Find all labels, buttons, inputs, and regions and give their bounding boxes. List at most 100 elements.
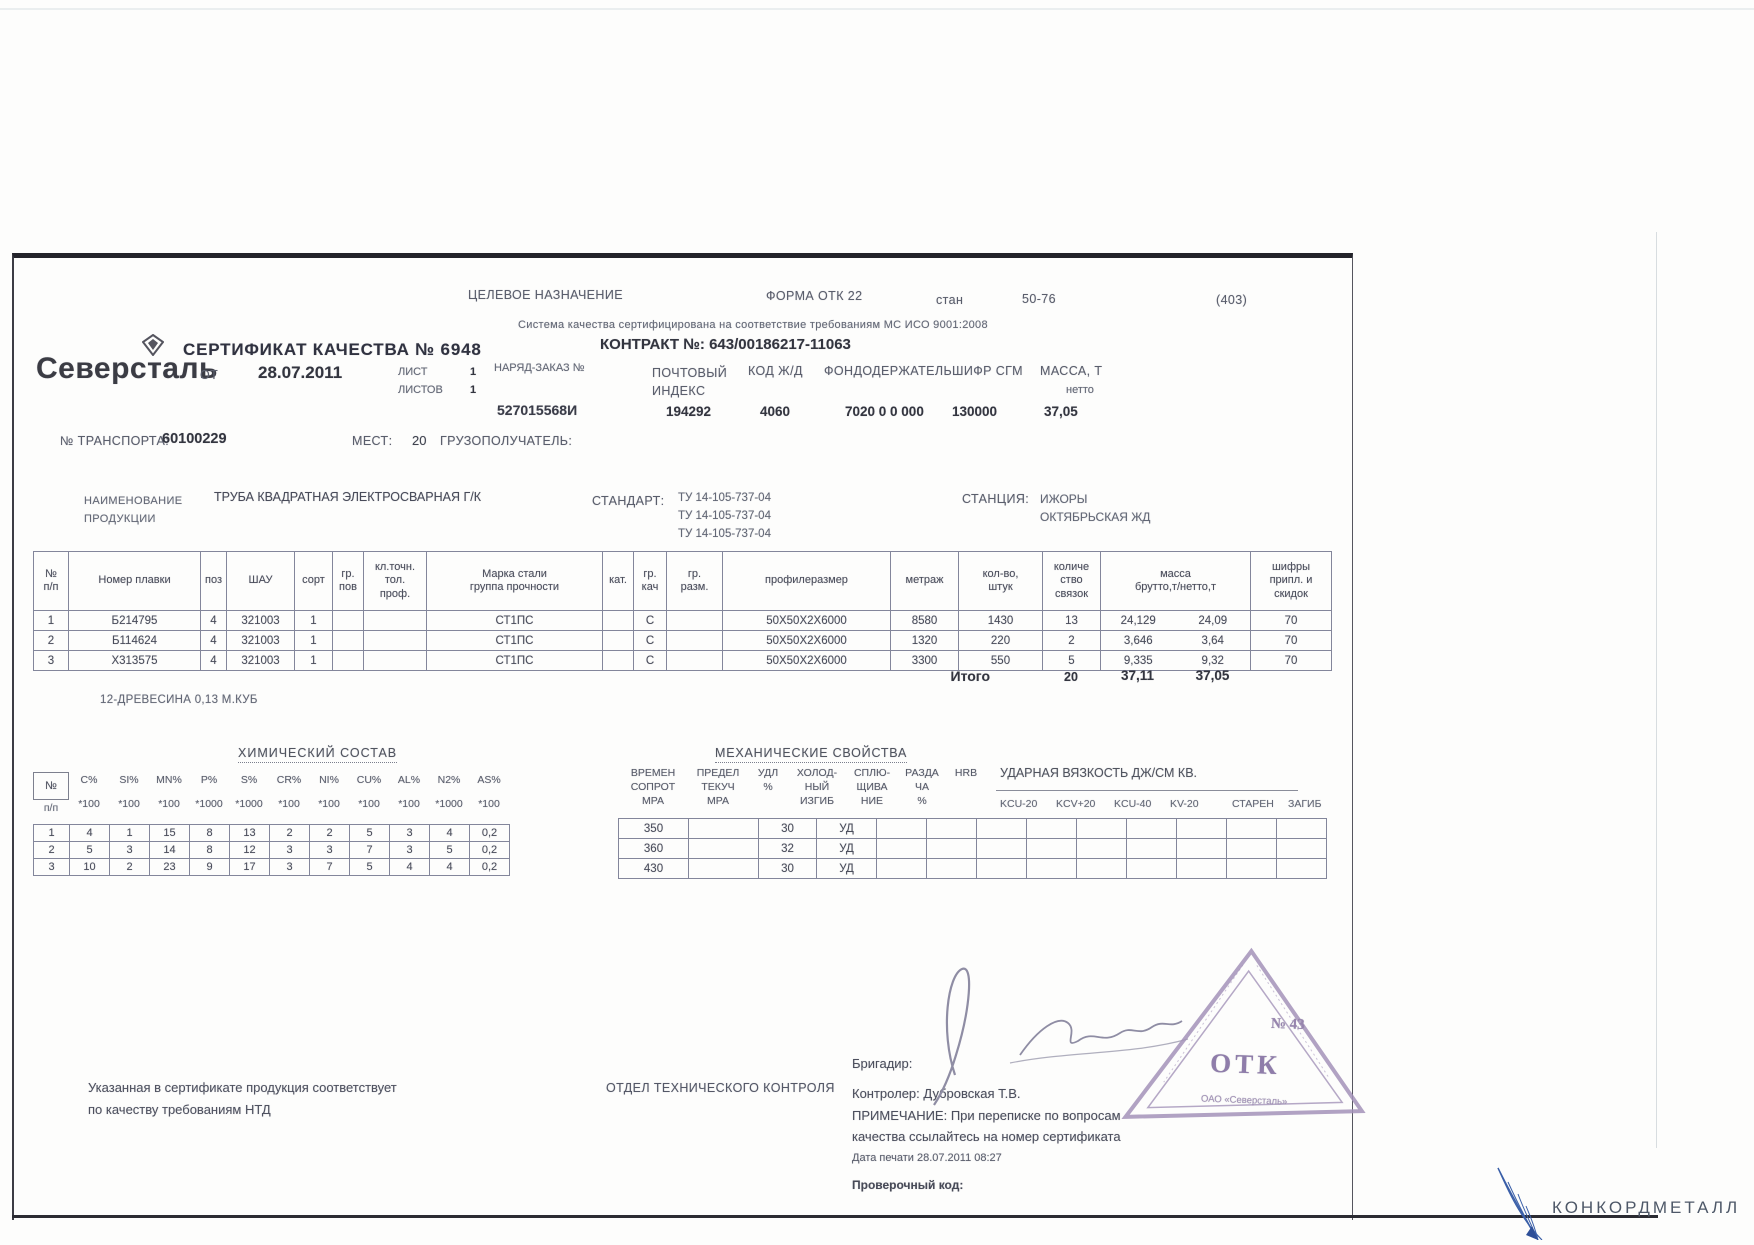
cell xyxy=(332,650,364,671)
chem-mult: *100 xyxy=(318,798,340,810)
cell: 7 xyxy=(349,841,390,859)
col-header: поз xyxy=(200,551,227,611)
severstal-diamond-icon xyxy=(141,333,165,361)
cell: 23 xyxy=(149,858,190,876)
chem-mult: *100 xyxy=(118,798,140,810)
chem-row: 3 10 2 23 9 17 3 7 5 4 4 0,2 xyxy=(33,858,510,876)
mech-row: 430 30 УД xyxy=(618,858,1327,879)
date-from-label: ОТ xyxy=(200,368,219,382)
transport-number-value: 60100229 xyxy=(162,431,227,447)
heat-row: 2 Б114624 4 321003 1 СТ1ПС С 50Х50Х2Х600… xyxy=(33,630,1332,651)
mech-table: 350 30 УД 360 32 УД 430 30 УД xyxy=(618,818,1327,879)
cell xyxy=(876,818,927,839)
impact-col-kcv20: KCV+20 xyxy=(1056,798,1096,810)
cell: 321003 xyxy=(226,610,295,631)
col-header: метраж xyxy=(890,551,959,611)
work-order-label: НАРЯД-ЗАКАЗ № xyxy=(494,362,585,374)
cell xyxy=(1076,858,1127,879)
totals-netto: 37,05 xyxy=(1195,668,1230,683)
cell xyxy=(1176,858,1227,879)
cell xyxy=(926,818,977,839)
cell xyxy=(926,858,977,879)
cell: СТ1ПС xyxy=(426,650,603,671)
cell: 4 xyxy=(200,610,227,631)
cell: 220 xyxy=(958,630,1043,651)
sgm-code-value: 130000 xyxy=(952,404,998,419)
chem-mult: *1000 xyxy=(195,798,223,810)
col-header: кол-во, штук xyxy=(958,551,1043,611)
mech-row: 350 30 УД xyxy=(618,818,1327,839)
bend-label: ЗАГИБ xyxy=(1288,798,1322,810)
sheet-label: ЛИСТ xyxy=(398,366,428,378)
cell: УД xyxy=(816,858,877,879)
cell: СТ1ПС xyxy=(426,610,603,631)
mech-stub-cold-bend: ХОЛОД- НЫЙ ИЗГИБ xyxy=(796,767,838,807)
chem-el: NI% xyxy=(319,774,339,786)
conformity-line-2: по качеству требованиям НТД xyxy=(88,1102,271,1117)
impact-col-kcu20: KCU-20 xyxy=(1000,798,1038,810)
aging-label: СТАРЕН xyxy=(1232,798,1274,810)
cell xyxy=(666,650,723,671)
cell: С xyxy=(633,650,667,671)
rail-code-value: 4060 xyxy=(760,404,791,419)
cell: 2 xyxy=(269,824,310,842)
chem-mult: *1000 xyxy=(235,798,263,810)
col-header: гр. разм. xyxy=(666,551,723,611)
standard-2: ТУ 14-105-737-04 xyxy=(678,510,771,522)
cell: 0,2 xyxy=(469,841,510,859)
mech-stub-expansion: РАЗДА ЧА % xyxy=(905,767,939,807)
heat-row: 3 Х313575 4 321003 1 СТ1ПС С 50Х50Х2Х600… xyxy=(33,650,1332,671)
cell xyxy=(1276,858,1327,879)
chem-el: P% xyxy=(200,774,218,786)
mech-stub-hrb: HRB xyxy=(954,767,978,779)
cell xyxy=(1076,838,1127,859)
cell: 4 xyxy=(389,858,430,876)
form-code: (403) xyxy=(1216,293,1248,307)
cell xyxy=(1276,838,1327,859)
totals-label: Итого xyxy=(950,668,990,684)
scan-top-edge xyxy=(0,8,1754,10)
cell: 1 xyxy=(33,610,69,631)
chem-mult: *100 xyxy=(478,798,500,810)
places-label: МЕСТ: xyxy=(352,434,393,448)
col-header: кл.точн. тол. проф. xyxy=(363,551,427,611)
chem-el: C% xyxy=(80,774,98,786)
cell xyxy=(976,818,1027,839)
signature-strokes xyxy=(870,955,1200,1120)
cell xyxy=(876,858,927,879)
fund-holder-label: ФОНДОДЕРЖАТЕЛЬ xyxy=(824,364,953,378)
cell: 70 xyxy=(1250,610,1332,631)
heats-table: № п/п Номер плавки поз ШАУ сорт гр. пов … xyxy=(33,551,1332,671)
cell: 5 xyxy=(349,858,390,876)
cell: Б214795 xyxy=(68,610,201,631)
cell: 1 xyxy=(294,630,333,651)
heats-table-header-row: № п/п Номер плавки поз ШАУ сорт гр. пов … xyxy=(33,551,1332,611)
note-line-1: ПРИМЕЧАНИЕ: При переписке по вопросам xyxy=(852,1108,1121,1123)
cell: 10 xyxy=(69,858,110,876)
cell: 4 xyxy=(200,630,227,651)
mass-netto-value: 37,05 xyxy=(1044,404,1078,419)
cell: 0,2 xyxy=(469,858,510,876)
chem-el: SI% xyxy=(119,774,139,786)
col-header: ШАУ xyxy=(226,551,295,611)
cell: 4 xyxy=(429,824,470,842)
consignee-label: ГРУЗОПОЛУЧАТЕЛЬ: xyxy=(440,434,573,448)
cell xyxy=(1226,838,1277,859)
cell: 30 xyxy=(758,818,817,839)
impact-col-kcu40: KCU-40 xyxy=(1114,798,1152,810)
chem-element-headers: C% SI% MN% P% S% CR% NI% CU% AL% N2% AS% xyxy=(69,774,509,786)
chem-num-header: № xyxy=(33,772,69,800)
chem-el: N2% xyxy=(437,774,461,786)
cell: 3 xyxy=(33,650,69,671)
cell xyxy=(926,838,977,859)
cell xyxy=(332,630,364,651)
controller-name: Контролер: Дубровская Т.В. xyxy=(852,1086,1021,1101)
col-header: Номер плавки xyxy=(68,551,201,611)
severstal-logo-text: Северсталь xyxy=(36,352,218,385)
stamp-org-text: ОАО «Северсталь» xyxy=(1201,1093,1288,1107)
cell: 30 xyxy=(758,858,817,879)
brigadir-label: Бригадир: xyxy=(852,1056,913,1071)
cell: 7 xyxy=(309,858,350,876)
conformity-line-1: Указанная в сертификате продукция соотве… xyxy=(88,1080,397,1095)
transport-number-label: № ТРАНСПОРТА: xyxy=(60,434,170,448)
